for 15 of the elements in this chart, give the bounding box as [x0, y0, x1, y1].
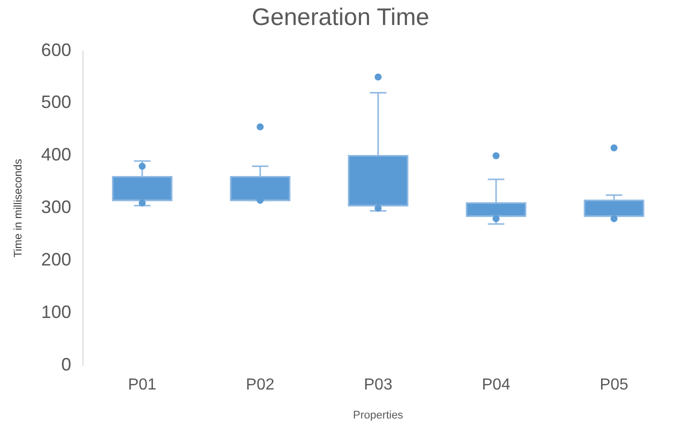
y-axis-title: Time in milliseconds: [12, 158, 25, 258]
y-tick-label: 0: [61, 354, 72, 375]
x-tick-label: P02: [246, 376, 274, 394]
x-tick-label: P05: [600, 376, 628, 394]
x-axis-title: Properties: [353, 409, 404, 422]
y-tick-label: 300: [41, 197, 72, 218]
chart-title: Generation Time: [252, 4, 430, 32]
x-tick-label: P03: [364, 376, 392, 394]
y-tick-label: 600: [41, 40, 72, 60]
x-tick-label: P01: [128, 376, 157, 394]
x-tick-label: P04: [482, 376, 510, 394]
y-tick-label: 400: [41, 144, 72, 165]
y-tick-label: 100: [41, 302, 72, 322]
y-tick-label: 200: [41, 250, 72, 270]
y-tick-label: 500: [41, 92, 72, 112]
